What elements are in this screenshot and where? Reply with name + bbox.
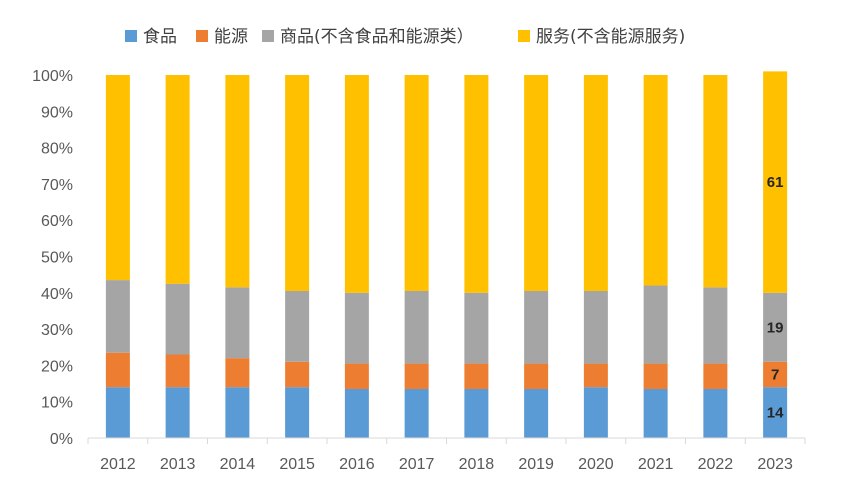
- legend-swatch-energy: [196, 30, 208, 42]
- bar-segment-energy: [524, 363, 549, 389]
- legend-label-energy: 能源: [214, 27, 248, 47]
- bar-segment-services: [344, 75, 369, 293]
- bar-segment-energy: [285, 361, 310, 388]
- data-labels: 14 7 19 61: [767, 174, 784, 422]
- x-tick-label: 2022: [698, 456, 734, 473]
- data-label-energy: 7: [771, 366, 779, 383]
- legend-item-food: 食品: [125, 27, 177, 47]
- bar-segment-energy: [643, 363, 668, 389]
- y-tick-label: 30%: [41, 322, 73, 339]
- y-tick-label: 100%: [32, 68, 73, 85]
- bar-segment-energy: [105, 352, 130, 388]
- bar-segment-services: [404, 75, 429, 291]
- x-tick-label: 2015: [279, 456, 315, 473]
- bar-segment-energy: [165, 354, 190, 388]
- bar-segment-services: [763, 71, 788, 293]
- legend-swatch-food: [125, 30, 137, 42]
- bar-segment-food: [524, 388, 549, 438]
- x-tick-label: 2017: [399, 456, 435, 473]
- bar-segment-services: [165, 75, 190, 284]
- y-tick-label: 0%: [50, 431, 73, 448]
- bar-segment-goods: [404, 290, 429, 364]
- legend-item-goods: 商品(不含食品和能源类）: [262, 27, 474, 47]
- bar-segment-services: [464, 75, 489, 293]
- y-tick-label: 90%: [41, 104, 73, 121]
- bar-segment-food: [285, 387, 310, 438]
- x-tick-label: 2023: [757, 456, 793, 473]
- bar-segment-services: [285, 75, 310, 291]
- bar-segment-food: [583, 387, 608, 438]
- bar-segment-services: [643, 75, 668, 286]
- y-tick-label: 70%: [41, 177, 73, 194]
- data-label-services: 61: [767, 174, 784, 191]
- y-tick-label: 60%: [41, 213, 73, 230]
- bar-segment-services: [524, 75, 549, 291]
- y-axis: 0% 10% 20% 30% 40% 50% 60% 70% 80% 90% 100%: [32, 68, 73, 448]
- bars: [105, 71, 788, 438]
- bar-segment-food: [703, 388, 728, 438]
- y-tick-label: 80%: [41, 141, 73, 158]
- legend-label-food: 食品: [143, 27, 177, 47]
- bar-segment-goods: [524, 290, 549, 364]
- bar-segment-food: [763, 387, 788, 438]
- bar-segment-food: [464, 388, 489, 438]
- x-axis: 2012 2013 2014 2015 2016 2017 2018 2019 2020 2021…: [87, 438, 806, 473]
- bar-segment-food: [344, 388, 369, 438]
- legend-item-services: 服务(不含能源服务): [518, 27, 685, 47]
- y-tick-label: 40%: [41, 286, 73, 303]
- legend: 食品 能源 商品(不含食品和能源类） 服务(不含能源服务): [125, 27, 685, 47]
- bar-segment-goods: [703, 287, 728, 364]
- bar-segment-services: [703, 75, 728, 288]
- bar-segment-energy: [464, 363, 489, 389]
- x-tick-label: 2020: [578, 456, 614, 473]
- data-label-food: 14: [767, 405, 784, 422]
- legend-item-energy: 能源: [196, 27, 248, 47]
- y-tick-label: 20%: [41, 358, 73, 375]
- bar-segment-goods: [344, 292, 369, 364]
- bar-segment-goods: [285, 290, 310, 362]
- y-tick-label: 50%: [41, 250, 73, 267]
- bar-segment-goods: [643, 285, 668, 364]
- bar-segment-goods: [583, 290, 608, 364]
- bar-segment-food: [643, 388, 668, 438]
- bar-segment-energy: [703, 363, 728, 389]
- legend-swatch-goods: [262, 30, 274, 42]
- x-tick-label: 2016: [339, 456, 375, 473]
- bar-segment-goods: [105, 280, 130, 353]
- bar-segment-food: [165, 387, 190, 438]
- x-tick-label: 2012: [100, 456, 136, 473]
- x-tick-label: 2021: [638, 456, 674, 473]
- bar-segment-energy: [404, 363, 429, 389]
- data-label-goods: 19: [767, 319, 784, 336]
- bar-segment-goods: [165, 283, 190, 355]
- bar-segment-energy: [583, 363, 608, 388]
- bar-segment-goods: [763, 292, 788, 362]
- bar-segment-services: [105, 75, 130, 281]
- bar-segment-energy: [344, 363, 369, 389]
- x-tick-label: 2014: [220, 456, 256, 473]
- bar-segment-food: [105, 387, 130, 438]
- bar-segment-energy: [225, 358, 250, 388]
- bar-segment-energy: [763, 361, 788, 388]
- legend-label-services: 服务(不含能源服务): [536, 27, 685, 47]
- bar-segment-services: [583, 75, 608, 291]
- bar-segment-goods: [464, 292, 489, 364]
- x-tick-label: 2018: [459, 456, 495, 473]
- y-tick-label: 10%: [41, 395, 73, 412]
- legend-swatch-services: [518, 30, 530, 42]
- bar-segment-goods: [225, 287, 250, 359]
- legend-label-goods: 商品(不含食品和能源类）: [280, 27, 474, 47]
- x-tick-label: 2013: [160, 456, 196, 473]
- bar-segment-services: [225, 75, 250, 288]
- x-tick-label: 2019: [518, 456, 554, 473]
- bar-segment-food: [225, 387, 250, 438]
- bar-segment-food: [404, 388, 429, 438]
